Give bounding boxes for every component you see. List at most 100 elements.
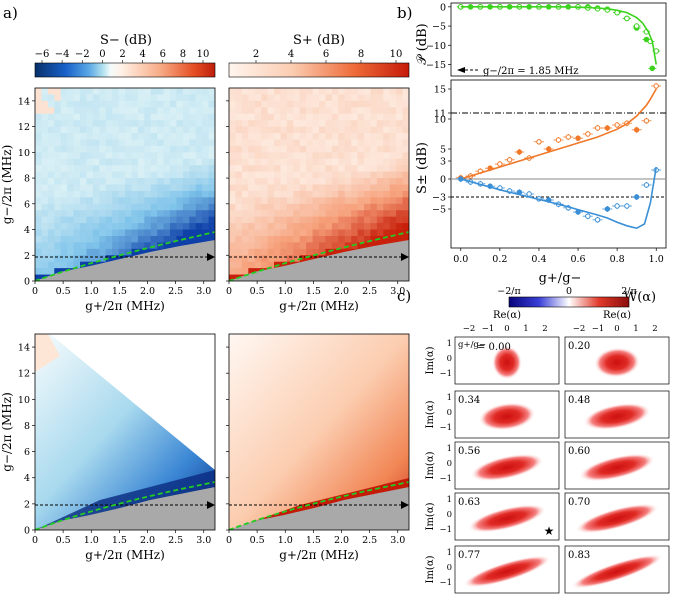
x-tick-label: 0 bbox=[32, 535, 38, 546]
im-axis-label: Im(α) bbox=[425, 400, 436, 428]
wigner-distribution bbox=[583, 402, 651, 431]
colorbar-s-minus-ticks: −6 −4 −2 0 2 4 6 8 10 bbox=[35, 49, 210, 63]
s-tick-label: 0 bbox=[440, 175, 446, 186]
im-tick-label: 0 bbox=[447, 408, 452, 418]
im-tick-label: 1 bbox=[447, 548, 452, 558]
colorbar-tick-label: 2 bbox=[119, 49, 125, 60]
colorbar-tick-label: 6 bbox=[160, 49, 166, 60]
panel-label-c: c) bbox=[397, 287, 411, 305]
x-axis-label: g+/2π (MHz) bbox=[85, 299, 165, 313]
p-point bbox=[633, 23, 640, 29]
wigner-distribution bbox=[467, 504, 547, 533]
legend-triangle bbox=[457, 67, 465, 73]
s-point bbox=[653, 83, 659, 89]
colorbar-tick-label: 2 bbox=[253, 49, 259, 60]
x-tick-label: 1.5 bbox=[306, 535, 321, 546]
y-tick-label: 6 bbox=[24, 199, 30, 210]
x-tick-label: 3.0 bbox=[196, 535, 211, 546]
colorbar-s-plus: S+ (dB) 2 4 6 8 10 bbox=[228, 33, 410, 78]
wigner-plot: 0.56 Im(α) 1 0 −1 bbox=[425, 441, 560, 490]
x-tick-label: 0 bbox=[226, 286, 232, 297]
x-axis-label: g+/2π (MHz) bbox=[85, 548, 165, 562]
x-tick-label: 1.0 bbox=[84, 286, 99, 297]
im-tick-label: −1 bbox=[439, 525, 452, 535]
heatmap-s-plus-measured bbox=[228, 87, 410, 282]
s-point bbox=[575, 135, 581, 141]
colorbar-s-minus-bar bbox=[34, 62, 216, 78]
marker-triangle bbox=[207, 501, 215, 509]
s-tick-label: 3 bbox=[440, 157, 446, 168]
unstable-region bbox=[35, 487, 215, 530]
y-tick-label: 8 bbox=[24, 421, 30, 432]
colorbar-s-minus: S− (dB) −6 −4 −2 0 2 4 6 8 10 bbox=[34, 33, 216, 78]
x-tick-label: 2.5 bbox=[362, 286, 377, 297]
ratio-label: g+/g− bbox=[458, 340, 486, 350]
ratio-value: 0.77 bbox=[458, 550, 480, 561]
ratio-value: = 0.00 bbox=[477, 342, 511, 353]
im-axis-label: Im(α) bbox=[425, 502, 436, 530]
wigner-plot: 0.77 Im(α) 1 0 −1 bbox=[425, 545, 560, 594]
im-tick-label: 1 bbox=[447, 393, 452, 403]
x-tick-label: 2.0 bbox=[334, 535, 349, 546]
wigner-distribution bbox=[463, 555, 551, 588]
wigner-colorbar-label: W(α) bbox=[624, 290, 656, 305]
colorbar-s-plus-label: S+ (dB) bbox=[293, 33, 345, 48]
x-tick-label: 3.0 bbox=[390, 286, 405, 297]
im-axis-label: Im(α) bbox=[425, 346, 436, 374]
y-tick-label: 10 bbox=[18, 148, 30, 159]
s-x-tick-label: 0.2 bbox=[492, 254, 507, 265]
unstable-region bbox=[229, 487, 409, 530]
colorbar-s-plus-bar bbox=[228, 62, 410, 78]
s-point bbox=[624, 203, 630, 209]
s-series bbox=[455, 83, 662, 230]
colorbar-tick-label: 8 bbox=[180, 49, 186, 60]
s-tick-label: −5 bbox=[432, 205, 446, 216]
s-tick-label: 5 bbox=[440, 145, 446, 156]
ratio-value: 0.56 bbox=[458, 446, 480, 457]
boundary-curve bbox=[35, 231, 215, 281]
wigner-colorbar bbox=[508, 296, 630, 308]
s-x-tick-label: 0.8 bbox=[610, 254, 625, 265]
s-point bbox=[604, 206, 611, 212]
s-point bbox=[565, 134, 571, 140]
im-tick-label: 0 bbox=[447, 354, 452, 364]
heatmap-s-plus-simulated bbox=[228, 333, 410, 531]
plot-p: 0 −5 −10 −15 𝒫 (dB) g−/2π = 1.85 MHz bbox=[415, 2, 667, 77]
x-tick-label: 1.5 bbox=[306, 286, 321, 297]
p-tick-label: 0 bbox=[440, 2, 446, 13]
marker-triangle bbox=[401, 253, 409, 261]
y-tick-label: 4 bbox=[24, 225, 30, 236]
wigner-plot: 0.83 bbox=[564, 545, 670, 594]
x-tick-label: 2.0 bbox=[140, 286, 155, 297]
s-point bbox=[546, 146, 552, 152]
colorbar-tick-label: 10 bbox=[197, 49, 210, 60]
colorbar-tick-label: 6 bbox=[323, 49, 329, 60]
y-tick-label: 2 bbox=[24, 251, 30, 262]
s-reference-lines bbox=[451, 112, 666, 198]
wigner-tick-label: 0 bbox=[566, 286, 572, 297]
wigner-grid: Re(α) −2 −1 0 1 2 Re(α) −2 −1 0 1 2 g+/g−= 0.00 Im(α)… bbox=[425, 310, 670, 594]
ratio-value: 0.70 bbox=[568, 497, 590, 508]
s-point bbox=[643, 118, 650, 124]
p-axis-ticks: 0 −5 −10 −15 bbox=[426, 2, 451, 71]
x-tick-label: 3.0 bbox=[196, 286, 211, 297]
heatmap-cells bbox=[229, 88, 409, 281]
wigner-distribution bbox=[594, 347, 640, 378]
x-tick-label: 0 bbox=[226, 535, 232, 546]
colorbar-tick-label: −6 bbox=[35, 49, 50, 60]
wigner-plot: g+/g−= 0.00 Im(α) 1 0 −1 bbox=[425, 336, 560, 385]
im-tick-label: 0 bbox=[447, 563, 452, 573]
re-tick-label: −2 bbox=[463, 324, 476, 334]
im-tick-label: −1 bbox=[439, 423, 452, 433]
ratio-value: 0.34 bbox=[458, 395, 480, 406]
panel-label-b: b) bbox=[397, 4, 412, 22]
re-axis-label: Re(α) bbox=[603, 310, 631, 321]
p-tick-label: −10 bbox=[426, 41, 446, 52]
y-tick-label: 8 bbox=[24, 174, 30, 185]
wigner-panel: W(α) −2/π 0 2/π Re(α) −2 −1 0 1 2 Re(α) −2 −1 0 1 2 g+… bbox=[425, 286, 670, 594]
s-point bbox=[614, 122, 620, 128]
im-axis-label: Im(α) bbox=[425, 451, 436, 479]
colorbar-tick-label: 4 bbox=[139, 49, 145, 60]
s-point bbox=[526, 191, 532, 197]
